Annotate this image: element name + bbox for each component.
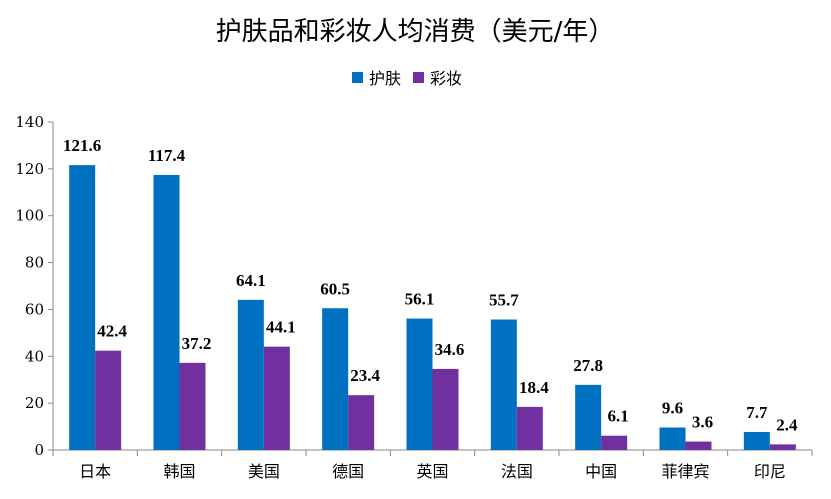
data-label-skincare: 55.7 (489, 291, 519, 310)
data-label-skincare: 121.6 (63, 136, 101, 155)
x-tick-label: 美国 (248, 462, 280, 481)
y-tick-label: 60 (25, 300, 44, 318)
data-labels: 121.6 42.4 117.4 37.2 64.1 44.1 60.5 23.4 56.1 34… (63, 136, 798, 434)
bar-makeup (95, 350, 122, 450)
bar-makeup (348, 395, 375, 450)
y-tick-label: 80 (25, 254, 44, 272)
x-tick-label: 印尼 (754, 462, 786, 481)
bar-skincare (743, 431, 770, 450)
bar-skincare (490, 319, 517, 450)
bar-makeup (263, 346, 290, 450)
bar-makeup (685, 441, 712, 450)
y-tick-label: 140 (15, 113, 44, 131)
y-tick-label: 0 (34, 441, 44, 459)
bar-makeup (432, 368, 459, 450)
bar-skincare (237, 299, 264, 450)
legend: 护肤 彩妆 (352, 69, 462, 88)
data-label-makeup: 3.6 (692, 413, 713, 432)
x-tick-label: 菲律宾 (661, 462, 709, 481)
x-tick-label: 德国 (332, 462, 364, 481)
legend-label-makeup: 彩妆 (430, 69, 462, 88)
data-label-skincare: 117.4 (148, 146, 186, 165)
data-label-makeup: 42.4 (97, 322, 127, 341)
y-tick-label: 100 (15, 207, 44, 225)
x-tick-label: 韩国 (163, 462, 195, 481)
y-tick-label: 120 (15, 160, 44, 178)
x-tick-label: 日本 (79, 462, 111, 481)
bar-skincare (153, 174, 180, 450)
data-label-makeup: 37.2 (182, 334, 212, 353)
legend-swatch-skincare (352, 72, 363, 83)
data-label-skincare: 27.8 (573, 356, 603, 375)
data-label-makeup: 6.1 (608, 407, 629, 426)
data-label-makeup: 2.4 (776, 415, 798, 434)
legend-label-skincare: 护肤 (369, 69, 401, 88)
x-axis: 日本 韩国 美国 德国 英国 法国 中国 菲律宾 印尼 (52, 449, 813, 481)
data-label-skincare: 7.7 (746, 403, 768, 422)
data-label-makeup: 34.6 (435, 340, 465, 359)
bar-skincare (69, 165, 96, 450)
bar-skincare (659, 427, 686, 450)
y-tick-label: 40 (25, 347, 44, 365)
bars (69, 165, 796, 450)
data-label-skincare: 9.6 (662, 399, 683, 418)
data-label-skincare: 60.5 (320, 279, 350, 298)
data-label-skincare: 56.1 (405, 290, 435, 309)
bar-skincare (575, 384, 602, 450)
legend-swatch-makeup (413, 72, 424, 83)
chart-title: 护肤品和彩妆人均消费（美元/年） (216, 17, 615, 47)
y-axis: 0 20 40 60 80 100 120 140 (15, 113, 54, 459)
data-label-makeup: 23.4 (350, 366, 380, 385)
x-tick-label: 英国 (416, 462, 448, 481)
bar-makeup (601, 435, 628, 450)
bar-makeup (516, 406, 543, 450)
bar-skincare (322, 308, 349, 450)
x-tick-label: 法国 (501, 462, 533, 481)
x-tick-label: 中国 (585, 462, 617, 481)
data-label-makeup: 18.4 (519, 378, 549, 397)
bar-makeup (769, 444, 796, 450)
data-label-makeup: 44.1 (266, 318, 296, 337)
y-tick-label: 20 (25, 394, 44, 412)
bar-skincare (406, 318, 433, 450)
bar-makeup (179, 362, 206, 450)
data-label-skincare: 64.1 (236, 271, 266, 290)
